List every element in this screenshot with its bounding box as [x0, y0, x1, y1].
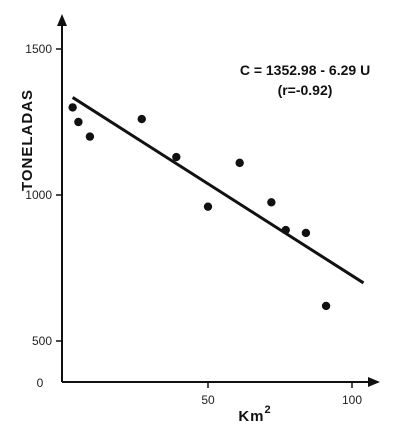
- x-tick-label-100: 100: [342, 393, 362, 407]
- correlation-coefficient: (r=-0.92): [278, 82, 333, 98]
- data-point-5: [172, 152, 181, 162]
- y-tick-label-1000: 1000: [25, 188, 52, 202]
- data-point-1: [68, 103, 77, 112]
- data-point-11: [321, 301, 331, 311]
- y-axis-arrow: [57, 14, 67, 26]
- data-point-3: [85, 132, 95, 141]
- data-point-2: [74, 117, 83, 127]
- data-point-4: [137, 114, 146, 124]
- y-tick-label-500: 500: [32, 334, 52, 348]
- ticks: 500 1000 1500 50 100: [25, 42, 362, 407]
- data-point-8: [267, 198, 276, 207]
- axes: [57, 14, 380, 387]
- x-tick-label-50: 50: [201, 393, 215, 407]
- data-point-10: [301, 228, 311, 238]
- origin-label: 0: [37, 376, 44, 390]
- data-points: [68, 103, 331, 311]
- y-tick-label-1500: 1500: [25, 42, 52, 56]
- x-axis-title-base: Km: [238, 408, 264, 425]
- regression-line: [71, 96, 365, 285]
- data-point-6: [203, 202, 213, 211]
- x-axis-arrow: [368, 377, 380, 387]
- regression-equation: C = 1352.98 - 6.29 U: [240, 62, 370, 78]
- y-axis-title: TONELADAS: [19, 89, 36, 191]
- x-axis-title-superscript: 2: [265, 404, 272, 416]
- data-point-7: [235, 158, 244, 168]
- x-axis-title: Km2: [238, 404, 271, 425]
